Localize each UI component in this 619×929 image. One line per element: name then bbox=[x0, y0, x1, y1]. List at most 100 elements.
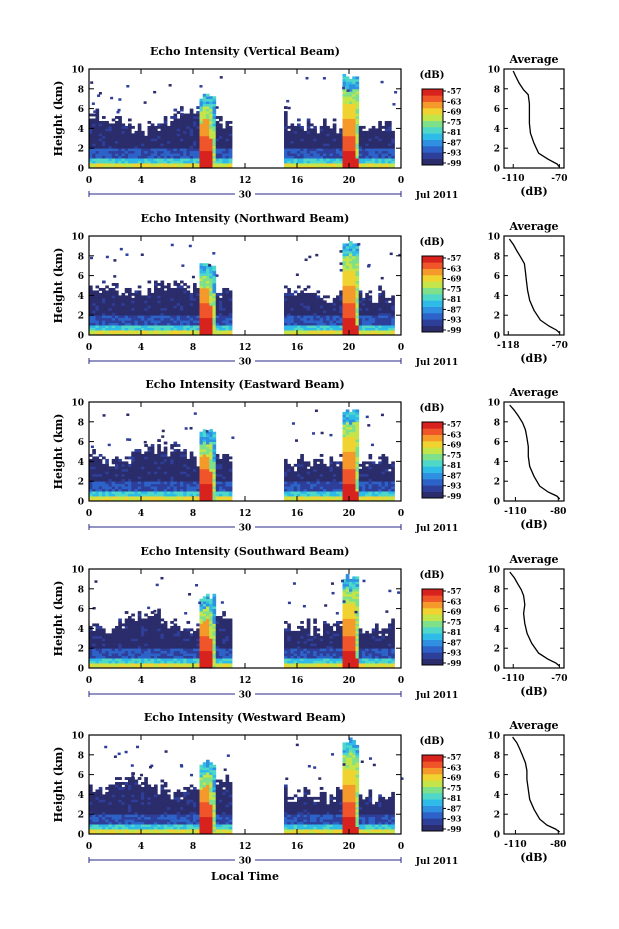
heatmap-cell bbox=[157, 478, 161, 482]
heatmap-cell bbox=[345, 255, 350, 259]
heatmap-cell bbox=[352, 278, 356, 281]
heatmap-cell bbox=[384, 165, 389, 169]
heatmap-cell bbox=[352, 297, 356, 301]
heatmap-cell bbox=[365, 493, 369, 497]
heatmap-cell bbox=[368, 488, 373, 492]
heatmap-cell bbox=[206, 444, 210, 447]
heatmap-cell bbox=[381, 148, 386, 152]
heatmap-cell bbox=[193, 330, 197, 333]
heatmap-cell bbox=[134, 315, 139, 319]
heatmap-cell bbox=[345, 446, 350, 450]
heatmap-cell bbox=[183, 315, 187, 319]
heatmap-cell bbox=[202, 332, 207, 336]
heatmap-cell bbox=[219, 332, 223, 336]
heatmap-cell bbox=[163, 133, 168, 137]
heatmap-cell bbox=[219, 325, 223, 328]
heatmap-cell bbox=[349, 101, 353, 105]
heatmap-cell bbox=[193, 158, 197, 161]
heatmap-cell bbox=[313, 486, 317, 490]
heatmap-cell bbox=[287, 143, 291, 147]
heatmap-cell bbox=[176, 332, 181, 336]
heatmap-cell bbox=[215, 140, 220, 144]
heatmap-cell bbox=[167, 138, 171, 142]
heatmap-cell bbox=[92, 290, 96, 294]
heatmap-cell bbox=[375, 478, 379, 482]
heatmap-cell bbox=[98, 92, 102, 95]
heatmap-cell bbox=[199, 101, 204, 105]
heatmap-cell bbox=[306, 488, 311, 492]
heatmap-cell bbox=[150, 138, 155, 142]
heatmap-cell bbox=[222, 130, 226, 134]
heatmap-cell bbox=[118, 491, 122, 494]
heatmap-cell bbox=[391, 330, 395, 333]
heatmap-cell bbox=[219, 297, 223, 301]
heatmap-cell bbox=[371, 320, 376, 324]
heatmap-cell bbox=[196, 471, 200, 475]
heatmap-cell bbox=[375, 310, 379, 314]
heatmap-cell bbox=[332, 332, 337, 336]
heatmap-cell bbox=[134, 148, 139, 152]
heatmap-cell bbox=[115, 481, 119, 485]
heatmap-cell bbox=[98, 287, 103, 291]
heatmap-cell bbox=[355, 322, 360, 326]
heatmap-cell bbox=[378, 481, 382, 485]
heatmap-cell bbox=[215, 135, 220, 139]
heatmap-cell bbox=[342, 302, 347, 306]
heatmap-cell bbox=[290, 476, 295, 480]
heatmap-cell bbox=[222, 312, 226, 316]
heatmap-cell bbox=[150, 145, 155, 149]
heatmap-cell bbox=[105, 305, 109, 309]
heatmap-cell bbox=[196, 135, 200, 139]
heatmap-cell bbox=[290, 123, 295, 127]
heatmap-cell bbox=[316, 325, 321, 328]
heatmap-cell bbox=[196, 148, 200, 152]
heatmap-cell bbox=[339, 453, 343, 457]
heatmap-cell bbox=[313, 128, 317, 132]
heatmap-cell bbox=[108, 468, 113, 472]
x-tick-label: 8 bbox=[190, 509, 196, 519]
average-y-tick-label: 10 bbox=[487, 66, 500, 76]
heatmap-cell bbox=[128, 317, 132, 321]
heatmap-cell bbox=[215, 463, 220, 467]
heatmap-cell bbox=[323, 130, 327, 134]
heatmap-cell bbox=[157, 123, 161, 127]
heatmap-cell bbox=[124, 317, 129, 321]
heatmap-cell bbox=[121, 483, 126, 487]
heatmap-cell bbox=[108, 307, 113, 311]
heatmap-cell bbox=[98, 123, 103, 127]
date-label-bg bbox=[235, 522, 255, 532]
heatmap-cell bbox=[355, 449, 360, 452]
heatmap-cell bbox=[150, 153, 155, 157]
heatmap-cell bbox=[284, 135, 288, 139]
heatmap-cell bbox=[143, 101, 147, 104]
heatmap-cell bbox=[102, 135, 106, 139]
heatmap-cell bbox=[336, 300, 340, 304]
heatmap-cell bbox=[332, 463, 337, 467]
heatmap-cell bbox=[209, 133, 213, 137]
heatmap-cell bbox=[329, 163, 334, 166]
heatmap-cell bbox=[284, 130, 288, 134]
heatmap-cell bbox=[176, 138, 181, 142]
heatmap-cell bbox=[306, 317, 311, 321]
heatmap-cell bbox=[303, 140, 308, 144]
heatmap-cell bbox=[222, 145, 226, 149]
heatmap-cell bbox=[157, 130, 161, 134]
heatmap-cell bbox=[342, 429, 347, 433]
heatmap-cell bbox=[339, 317, 343, 321]
heatmap-cell bbox=[176, 145, 181, 149]
heatmap-cell bbox=[95, 128, 100, 132]
heatmap-cell bbox=[362, 145, 366, 149]
heatmap-cell bbox=[215, 302, 220, 306]
heatmap-cell bbox=[89, 491, 93, 494]
heatmap-cell bbox=[183, 155, 187, 159]
heatmap-cell bbox=[128, 153, 132, 157]
heatmap-cell bbox=[202, 295, 207, 299]
heatmap-cell bbox=[98, 143, 103, 147]
heatmap-cell bbox=[215, 125, 220, 129]
heatmap-cell bbox=[173, 140, 178, 144]
heatmap-cell bbox=[176, 473, 181, 477]
heatmap-cell bbox=[160, 143, 165, 147]
heatmap-cell bbox=[313, 491, 317, 494]
heatmap-cell bbox=[336, 295, 340, 299]
heatmap-cell bbox=[371, 332, 376, 336]
